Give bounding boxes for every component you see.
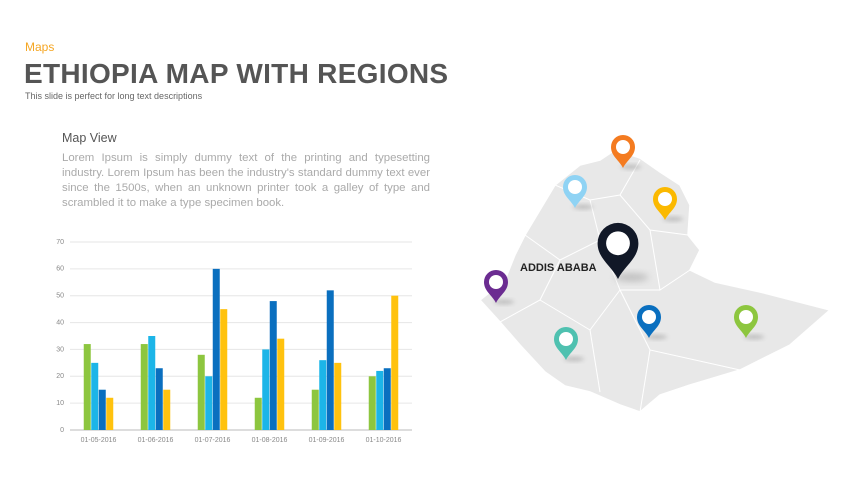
pin-shadow	[663, 216, 683, 222]
bar	[311, 389, 319, 430]
kicker: Maps	[25, 40, 55, 54]
y-tick-label: 40	[56, 319, 64, 326]
bar	[155, 368, 163, 430]
map-pin	[734, 305, 764, 340]
bar	[376, 370, 384, 430]
pin-shadow	[647, 334, 667, 340]
map-pin	[563, 175, 593, 210]
bar	[368, 376, 376, 430]
bar	[391, 295, 399, 430]
y-tick-label: 70	[56, 239, 64, 246]
y-tick-label: 20	[56, 373, 64, 380]
bar	[98, 389, 106, 430]
bar	[254, 397, 262, 430]
bar	[212, 268, 220, 430]
bar	[83, 344, 91, 430]
bar	[106, 397, 114, 430]
y-tick-label: 10	[56, 400, 64, 407]
bar	[326, 290, 334, 430]
bar	[140, 344, 148, 430]
pin-shadow	[621, 164, 641, 170]
y-tick-label: 0	[60, 427, 64, 434]
pin-hole	[658, 192, 672, 206]
map-pin	[597, 222, 649, 282]
map-pin	[653, 187, 683, 222]
y-tick-label: 50	[56, 293, 64, 300]
map-pin	[611, 135, 641, 170]
pin-hole	[642, 310, 656, 324]
y-tick-label: 60	[56, 266, 64, 273]
pin-shadow	[573, 204, 593, 210]
pin-hole	[606, 231, 630, 256]
bar	[197, 354, 205, 430]
pin-shadow	[614, 273, 649, 282]
bar	[277, 338, 285, 430]
bar	[148, 336, 156, 430]
capital-label: ADDIS ABABA	[520, 262, 597, 274]
bar	[319, 360, 327, 430]
bar	[383, 368, 391, 430]
section-body: Lorem Ipsum is simply dummy text of the …	[62, 152, 430, 209]
region-borders	[499, 159, 741, 413]
x-tick-label: 01-08-2016	[252, 437, 288, 444]
pin-hole	[616, 140, 630, 154]
pin-hole	[489, 275, 503, 289]
bar	[262, 349, 270, 430]
bar	[334, 362, 342, 430]
bar	[220, 309, 228, 430]
x-tick-label: 01-05-2016	[81, 437, 117, 444]
y-tick-label: 30	[56, 346, 64, 353]
pin-hole	[739, 310, 753, 324]
subtitle: This slide is perfect for long text desc…	[25, 91, 203, 101]
bar	[205, 376, 213, 430]
bar	[269, 301, 277, 430]
pin-shadow	[494, 299, 514, 305]
pin-hole	[559, 332, 573, 346]
map-pin	[554, 327, 584, 362]
title: ETHIOPIA MAP WITH REGIONS	[24, 58, 449, 89]
bar	[91, 362, 99, 430]
x-tick-label: 01-10-2016	[366, 437, 402, 444]
pin-shadow	[744, 334, 764, 340]
x-tick-label: 01-07-2016	[195, 437, 231, 444]
map-pin	[637, 305, 667, 340]
section-heading: Map View	[62, 131, 117, 145]
pin-shadow	[564, 356, 584, 362]
x-tick-label: 01-09-2016	[309, 437, 345, 444]
pin-hole	[568, 180, 582, 194]
bar	[163, 389, 171, 430]
x-tick-label: 01-06-2016	[138, 437, 174, 444]
map-pin	[484, 270, 514, 305]
